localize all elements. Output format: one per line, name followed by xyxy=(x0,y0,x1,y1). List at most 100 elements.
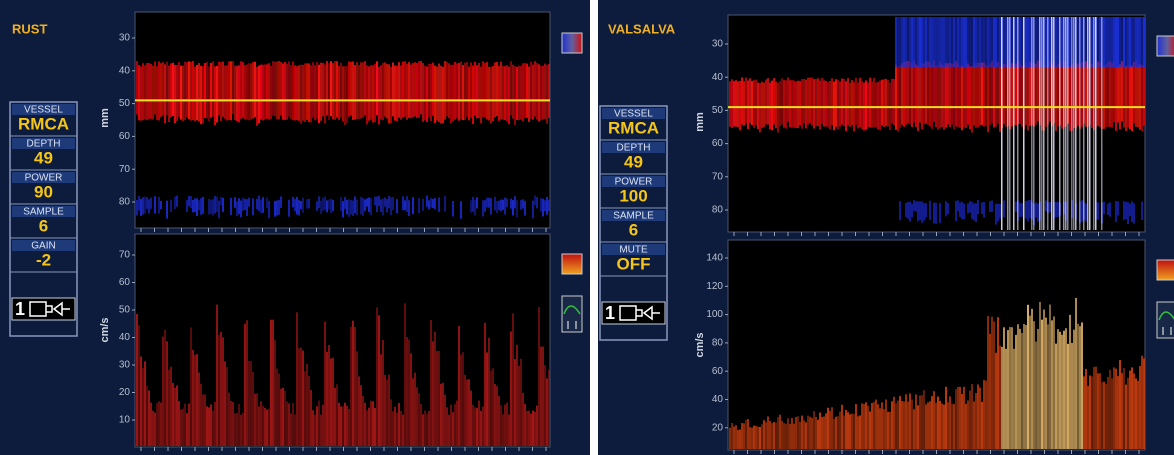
texture xyxy=(789,80,791,127)
texture xyxy=(1105,65,1107,128)
texture xyxy=(470,62,472,117)
texture xyxy=(1133,62,1135,123)
texture xyxy=(915,17,917,67)
texture xyxy=(202,395,204,446)
texture xyxy=(1081,322,1083,449)
texture xyxy=(376,61,378,115)
texture xyxy=(376,307,378,446)
texture xyxy=(957,17,959,67)
texture xyxy=(739,81,741,130)
texture xyxy=(486,352,488,446)
texture xyxy=(418,198,420,213)
texture xyxy=(1139,17,1141,67)
texture xyxy=(899,201,901,220)
texture xyxy=(276,61,278,119)
texture xyxy=(306,199,308,208)
texture xyxy=(913,17,915,67)
texture xyxy=(1131,17,1133,67)
texture xyxy=(452,65,454,121)
texture xyxy=(909,17,911,67)
texture xyxy=(186,413,188,446)
texture xyxy=(907,61,909,124)
texture xyxy=(392,63,394,117)
texture xyxy=(484,200,486,212)
texture xyxy=(194,67,196,121)
texture xyxy=(955,61,957,126)
texture xyxy=(328,63,330,120)
texture xyxy=(855,404,857,449)
texture xyxy=(384,62,386,116)
texture xyxy=(763,83,765,127)
texture xyxy=(174,388,176,446)
texture xyxy=(396,66,398,121)
texture xyxy=(1059,332,1061,449)
texture xyxy=(991,200,993,211)
texture xyxy=(336,384,338,446)
texture xyxy=(869,412,871,449)
texture xyxy=(178,401,180,446)
velocity-tick-label: 50 xyxy=(119,305,131,316)
texture xyxy=(314,65,316,120)
texture xyxy=(967,17,969,67)
envelope-toggle[interactable] xyxy=(562,296,582,332)
texture xyxy=(939,401,941,449)
texture xyxy=(366,410,368,446)
texture xyxy=(258,196,260,211)
velocity-tick-label: 60 xyxy=(119,277,131,288)
texture xyxy=(352,321,354,446)
texture xyxy=(312,410,314,446)
texture xyxy=(1097,62,1099,126)
texture xyxy=(965,17,967,67)
texture xyxy=(192,350,194,446)
texture xyxy=(330,61,332,116)
texture xyxy=(955,389,957,449)
texture xyxy=(861,403,863,449)
velocity-tick-label: 120 xyxy=(706,281,723,292)
texture xyxy=(1025,201,1027,219)
texture xyxy=(957,387,959,449)
texture xyxy=(1129,65,1131,129)
texture xyxy=(146,386,148,446)
texture xyxy=(190,196,192,208)
texture xyxy=(474,200,476,216)
texture xyxy=(779,415,781,449)
texture xyxy=(1113,17,1115,67)
texture xyxy=(540,198,542,211)
texture xyxy=(274,201,276,217)
texture xyxy=(242,198,244,211)
texture xyxy=(356,62,358,119)
texture xyxy=(302,198,304,213)
texture xyxy=(504,66,506,120)
texture xyxy=(1073,17,1075,230)
texture xyxy=(977,200,979,214)
texture xyxy=(1115,369,1117,449)
texture xyxy=(1065,17,1067,230)
texture xyxy=(813,79,815,128)
depth-tick-label: 80 xyxy=(712,205,724,216)
texture xyxy=(945,387,947,449)
texture xyxy=(510,199,512,209)
texture xyxy=(176,386,178,446)
texture xyxy=(248,198,250,207)
texture xyxy=(787,77,789,121)
texture xyxy=(140,66,142,120)
texture xyxy=(933,17,935,67)
depth-tick-label: 70 xyxy=(712,171,724,182)
depth-tick-label: 60 xyxy=(712,138,724,149)
texture xyxy=(859,415,861,449)
texture xyxy=(883,79,885,127)
texture xyxy=(420,404,422,446)
param-value: OFF xyxy=(617,254,651,273)
texture xyxy=(941,17,943,67)
texture xyxy=(1103,202,1105,215)
texture xyxy=(921,395,923,449)
texture xyxy=(1031,17,1033,230)
texture xyxy=(476,408,478,446)
texture xyxy=(332,358,334,446)
texture xyxy=(1015,17,1017,67)
texture xyxy=(1113,367,1115,449)
texture xyxy=(923,64,925,125)
texture xyxy=(518,66,520,120)
texture xyxy=(264,408,266,446)
texture xyxy=(947,17,949,67)
